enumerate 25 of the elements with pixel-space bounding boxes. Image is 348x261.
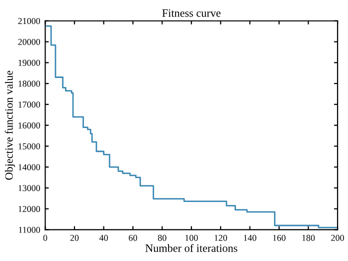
y-tick-label: 16000	[18, 122, 40, 128]
y-tick-label: 17000	[18, 102, 40, 108]
x-tick-label: 180	[302, 234, 315, 241]
x-axis-title: Number of iterations	[145, 244, 238, 252]
x-tick-label: 60	[128, 234, 138, 241]
x-tick-label: 200	[331, 234, 344, 241]
y-tick-label: 15000	[18, 143, 40, 150]
y-tick-label: 13000	[18, 185, 40, 192]
x-tick-label: 40	[99, 234, 108, 241]
y-tick-label: 19000	[18, 60, 40, 66]
x-tick-label: 100	[185, 234, 198, 241]
y-tick-label: 14000	[18, 164, 40, 170]
x-tick-label: 140	[244, 234, 256, 241]
y-tick-label: 12000	[18, 206, 40, 212]
y-tick-label: 18000	[18, 80, 40, 87]
x-tick-label: 120	[214, 234, 228, 241]
x-tick-label: 160	[273, 234, 286, 241]
y-tick-label: 20000	[18, 38, 40, 45]
y-tick-label: 11000	[18, 226, 40, 233]
chart-title: Fitness curve	[162, 9, 220, 17]
x-tick-label: 0	[43, 234, 48, 241]
y-axis-title: Objective function value	[4, 70, 16, 180]
y-tick-label: 21000	[18, 18, 40, 24]
x-tick-label: 80	[158, 234, 166, 241]
x-tick-label: 20	[70, 234, 79, 241]
